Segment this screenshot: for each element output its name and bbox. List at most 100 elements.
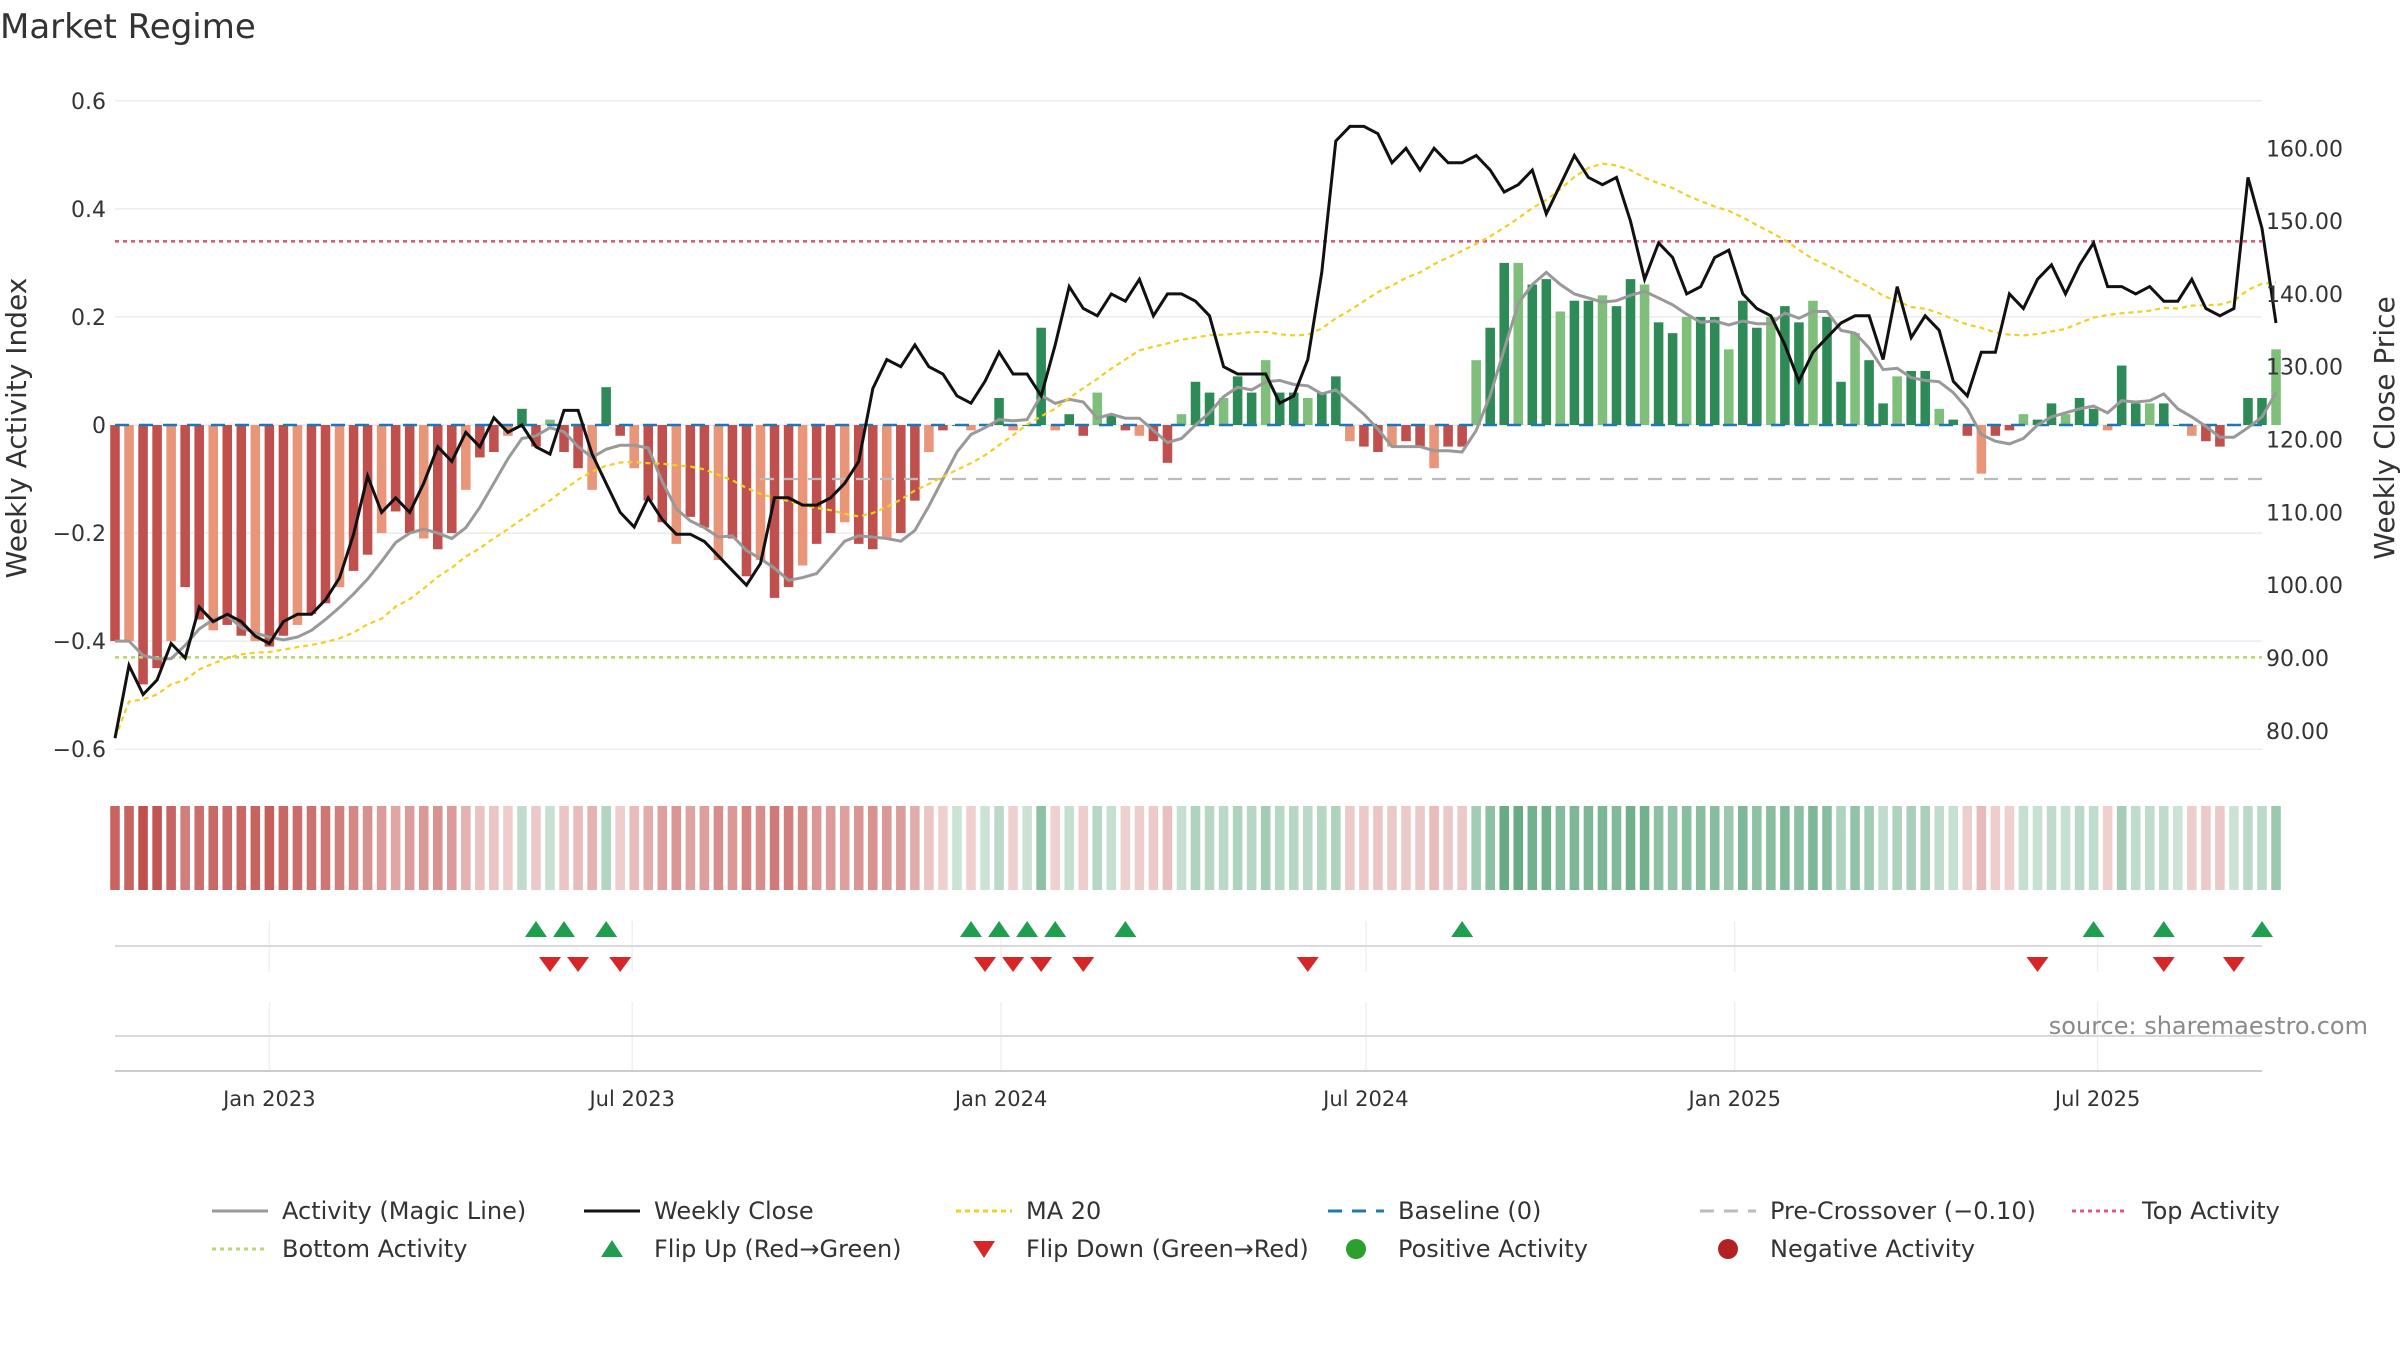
y-right-tick-label: 120.00 <box>2266 429 2343 454</box>
regime-strip-cell <box>110 806 120 890</box>
flip-up-marker <box>1114 921 1137 937</box>
regime-strip-cell <box>348 806 359 890</box>
activity-bar <box>1555 311 1566 425</box>
activity-bar <box>236 425 247 636</box>
flip-up-marker <box>1016 921 1039 937</box>
activity-bar <box>1331 376 1341 425</box>
activity-bar <box>376 425 387 534</box>
activity-bar <box>1752 327 1762 425</box>
regime-strip-cell <box>2004 806 2015 890</box>
activity-bar <box>1990 425 2001 436</box>
activity-bar <box>1976 425 1987 474</box>
activity-bar <box>110 425 120 642</box>
activity-bar <box>2088 408 2099 425</box>
activity-bar <box>1471 360 1481 425</box>
regime-strip-cell <box>334 806 345 890</box>
regime-strip-cell <box>1443 806 1453 890</box>
activity-bar <box>2257 397 2267 425</box>
legend-item-pre-crossover: Pre-Crossover (−0.10) <box>1698 1192 2070 1230</box>
regime-strip-cell <box>489 806 499 890</box>
regime-strip-cell <box>1190 806 1201 890</box>
regime-strip-cell <box>1176 806 1187 890</box>
activity-bar <box>1695 316 1706 425</box>
y-left-tick-label: 0.4 <box>71 198 106 223</box>
regime-strip-cell <box>2060 806 2071 890</box>
y-right-tick-label: 160.00 <box>2266 137 2343 162</box>
legend-label-baseline: Baseline (0) <box>1398 1197 1542 1225</box>
regime-strip-cell <box>1527 806 1538 890</box>
regime-strip-cell <box>292 806 303 890</box>
activity-bar <box>867 425 878 550</box>
activity-bars <box>110 262 2281 685</box>
activity-bar <box>334 425 345 588</box>
flip-up-marker <box>524 921 547 937</box>
activity-bar <box>1653 322 1664 425</box>
legend-label-magic-line: Activity (Magic Line) <box>282 1197 527 1225</box>
regime-strip-cell <box>1092 806 1103 890</box>
y-left-tick-label: −0.4 <box>53 630 106 655</box>
legend-item-baseline: Baseline (0) <box>1326 1192 1698 1230</box>
activity-bar <box>2130 403 2141 425</box>
activity-bar <box>1836 381 1846 425</box>
flip-down-marker <box>2026 957 2049 972</box>
activity-bar <box>1288 392 1299 425</box>
regime-strip-cell <box>1681 806 1692 890</box>
x-tick-label: Jan 2025 <box>1687 1087 1782 1111</box>
regime-strip-cell <box>1653 806 1664 890</box>
activity-bar <box>390 425 401 512</box>
activity-bar <box>292 425 303 625</box>
activity-bar <box>152 425 162 669</box>
activity-bar <box>825 425 836 534</box>
regime-strip-cell <box>980 806 990 890</box>
activity-bar <box>699 425 710 528</box>
regime-strip-cell <box>517 806 527 890</box>
activity-bar <box>755 425 766 561</box>
regime-strip-cell <box>1050 806 1060 890</box>
activity-bar <box>1527 284 1538 425</box>
regime-strip-cell <box>1822 806 1832 890</box>
flip-up-marker <box>1044 921 1067 937</box>
activity-bar <box>1920 370 1930 425</box>
activity-bar <box>1766 316 1776 425</box>
activity-bar <box>1260 360 1271 425</box>
regime-strip-cell <box>222 806 233 890</box>
regime-strip-cell <box>1864 806 1874 890</box>
regime-strip-cell <box>797 806 808 890</box>
activity-bar <box>1078 425 1089 436</box>
regime-strip-cell <box>699 806 710 890</box>
activity-bar <box>1064 414 1074 425</box>
activity-bar <box>1204 392 1215 425</box>
regime-strip-cell <box>685 806 696 890</box>
flip-up-icon <box>582 1237 642 1261</box>
regime-strip-cell <box>2116 806 2127 890</box>
series-lines <box>113 124 2278 739</box>
activity-bar <box>2159 403 2169 425</box>
regime-strip-cell <box>2201 806 2211 890</box>
activity-bar <box>1878 403 1888 425</box>
legend-symbol-top-activity <box>2070 1199 2130 1223</box>
legend-item-positive-activity: Positive Activity <box>1326 1230 1698 1268</box>
activity-bar <box>348 425 359 571</box>
y-left-axis-label: Weekly Activity Index <box>0 278 33 579</box>
legend-label-bottom-activity: Bottom Activity <box>282 1235 468 1263</box>
regime-strip-cell <box>152 806 162 890</box>
activity-bar <box>2018 414 2029 425</box>
activity-bar <box>1317 392 1327 425</box>
regime-strip-cell <box>727 806 738 890</box>
regime-strip-cell <box>166 806 176 890</box>
regime-strip-cell <box>1639 806 1650 890</box>
activity-bar <box>769 425 780 598</box>
y-right-tick-label: 100.00 <box>2266 574 2343 599</box>
regime-strip-cell <box>1471 806 1481 890</box>
regime-strip-cell <box>601 806 611 890</box>
flip-down-marker <box>609 957 632 972</box>
activity-bar <box>1681 316 1692 425</box>
regime-strip-cell <box>2173 806 2183 890</box>
activity-bar <box>278 425 289 636</box>
activity-bar <box>1274 392 1285 425</box>
legend-item-top-activity: Top Activity <box>2070 1192 2310 1230</box>
reference-lines <box>115 239 2262 659</box>
flip-down-marker <box>974 957 997 972</box>
activity-bar <box>250 425 261 642</box>
regime-strip-cell <box>306 806 317 890</box>
